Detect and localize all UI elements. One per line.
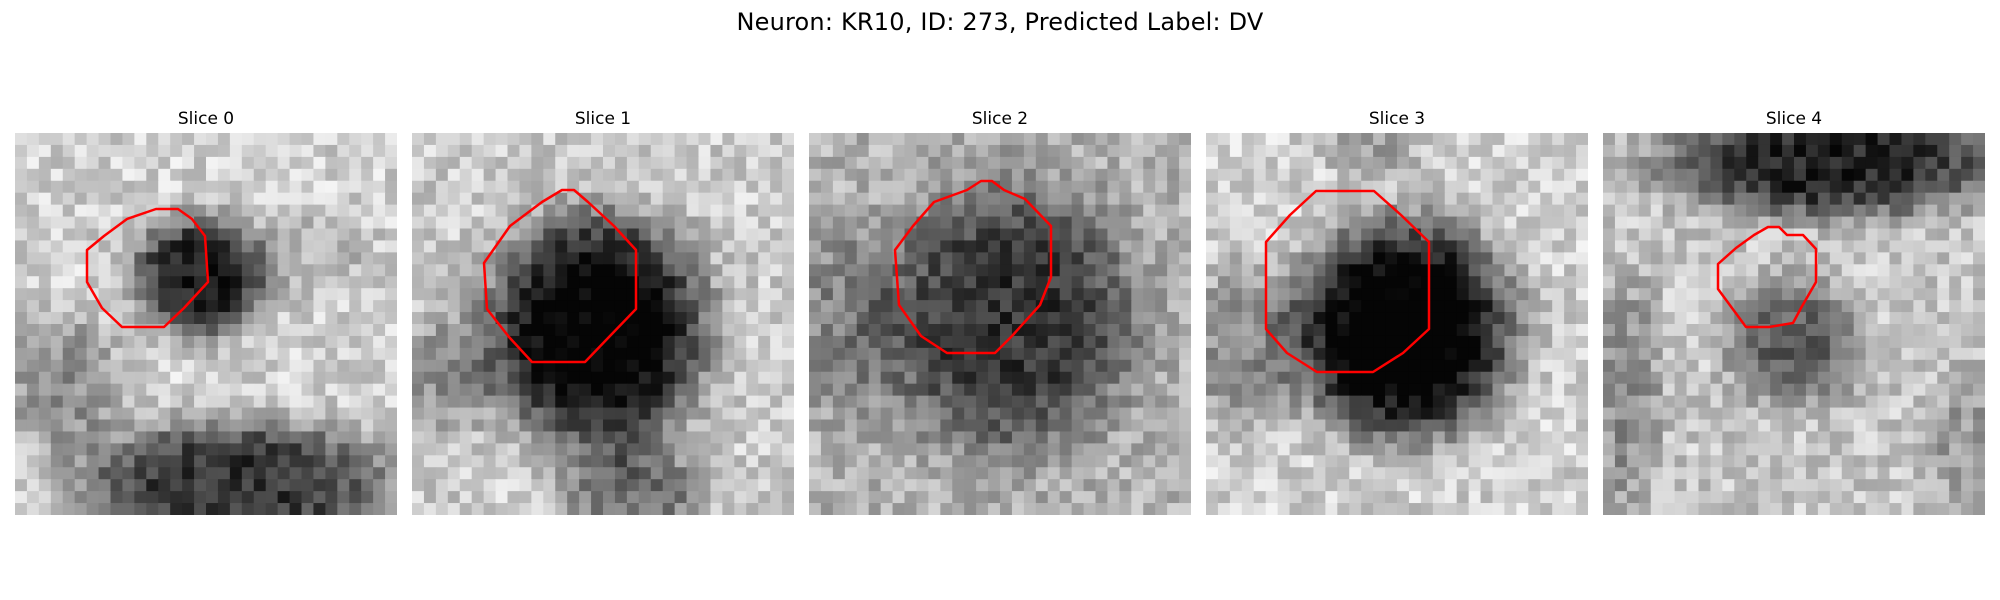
slice-panel-4: Slice 4: [1603, 108, 1985, 515]
slice-panel-1: Slice 1: [412, 108, 794, 515]
slice-3-grayscale-image: [1206, 133, 1588, 515]
slice-title: Slice 4: [1765, 109, 1823, 129]
slice-panel-0: Slice 0: [15, 108, 397, 515]
slice-1-grayscale-image: [412, 133, 794, 515]
slice-1-image: [412, 133, 794, 515]
slice-3-contour: [1264, 189, 1431, 374]
slice-title: Slice 1: [574, 109, 632, 129]
slice-title: Slice 3: [1368, 109, 1426, 129]
slice-panel-2: Slice 2: [809, 108, 1191, 515]
slice-title: Slice 2: [971, 109, 1029, 129]
slice-0-contour: [85, 207, 210, 329]
slice-4-image: [1603, 133, 1985, 515]
slice-1-contour: [482, 188, 638, 364]
figure-title: Neuron: KR10, ID: 273, Predicted Label: …: [736, 8, 1264, 36]
slice-title: Slice 0: [177, 109, 235, 129]
slice-panel-3: Slice 3: [1206, 108, 1588, 515]
slice-3-image: [1206, 133, 1588, 515]
slice-4-grayscale-image: [1603, 133, 1985, 515]
slice-2-contour: [893, 179, 1053, 355]
slice-2-image: [809, 133, 1191, 515]
slice-2-grayscale-image: [809, 133, 1191, 515]
slice-4-contour: [1716, 225, 1818, 329]
slice-0-grayscale-image: [15, 133, 397, 515]
slice-0-image: [15, 133, 397, 515]
